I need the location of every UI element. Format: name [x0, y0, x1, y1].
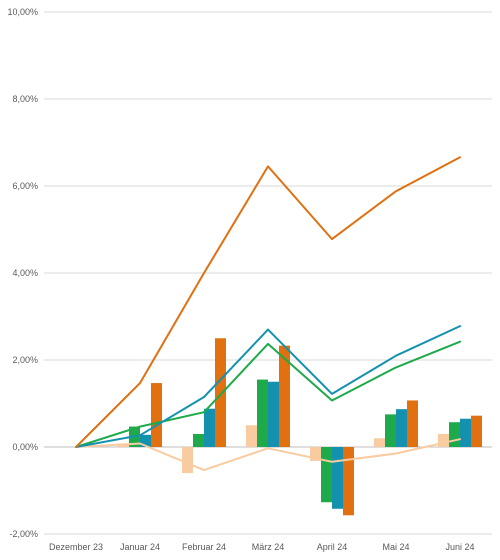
bar — [193, 433, 204, 447]
x-axis-ticks: Dezember 23 Januar 24 Februar 24 März 24 Apr… — [49, 542, 475, 552]
y-tick-label: 10,00% — [7, 7, 38, 17]
x-tick-label: Januar 24 — [120, 542, 160, 552]
bar — [321, 447, 332, 503]
bar — [343, 447, 354, 516]
series-line — [75, 325, 461, 448]
bar — [310, 447, 321, 461]
bar — [246, 425, 257, 447]
bar — [407, 400, 418, 447]
bar — [332, 447, 343, 509]
y-tick-label: 0,00% — [12, 442, 38, 452]
bar — [438, 433, 449, 447]
series-line — [75, 340, 461, 448]
y-tick-label: 6,00% — [12, 181, 38, 191]
x-tick-label: Mai 24 — [382, 542, 409, 552]
x-tick-label: Juni 24 — [445, 542, 474, 552]
series-line — [75, 156, 461, 448]
y-axis-ticks: -2,00% 0,00% 2,00% 4,00% 6,00% 8,00% 10,00% — [7, 7, 38, 539]
bar — [257, 379, 268, 447]
series-line — [75, 438, 461, 472]
x-tick-label: Februar 24 — [182, 542, 226, 552]
bars — [118, 338, 482, 516]
lines — [75, 156, 461, 472]
bar — [396, 409, 407, 447]
bar — [385, 414, 396, 447]
y-tick-label: 8,00% — [12, 94, 38, 104]
bar — [204, 408, 215, 447]
bar — [215, 338, 226, 447]
bar — [460, 418, 471, 447]
x-tick-label: April 24 — [317, 542, 348, 552]
bar — [151, 383, 162, 447]
bar — [279, 345, 290, 447]
bar — [374, 438, 385, 447]
bar — [268, 381, 279, 447]
y-tick-label: 4,00% — [12, 268, 38, 278]
x-tick-label: März 24 — [252, 542, 285, 552]
bar — [140, 434, 151, 447]
gridlines — [44, 11, 492, 535]
y-tick-label: -2,00% — [9, 529, 38, 539]
bar — [449, 422, 460, 447]
bar — [182, 447, 193, 474]
bar — [471, 415, 482, 447]
y-tick-label: 2,00% — [12, 355, 38, 365]
x-tick-label: Dezember 23 — [49, 542, 103, 552]
